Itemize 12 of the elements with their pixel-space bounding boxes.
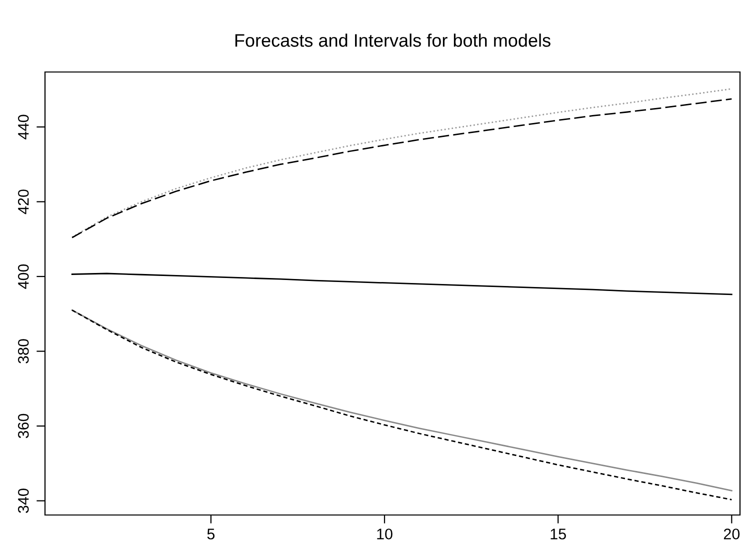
x-tick-label: 15 — [550, 528, 566, 540]
y-tick-label: 360 — [18, 414, 29, 438]
x-tick-label: 5 — [207, 528, 215, 540]
y-tick-label: 380 — [18, 339, 29, 364]
y-tick-label: 400 — [18, 264, 29, 289]
chart-title: Forecasts and Intervals for both models — [235, 34, 550, 47]
y-tick-label: 440 — [18, 114, 29, 140]
line-series — [71, 272, 732, 296]
x-tick-label: 10 — [377, 528, 392, 540]
x-tick-label: 20 — [724, 528, 740, 540]
y-tick-label: 340 — [18, 488, 29, 513]
y-tick-label: 420 — [18, 190, 29, 214]
